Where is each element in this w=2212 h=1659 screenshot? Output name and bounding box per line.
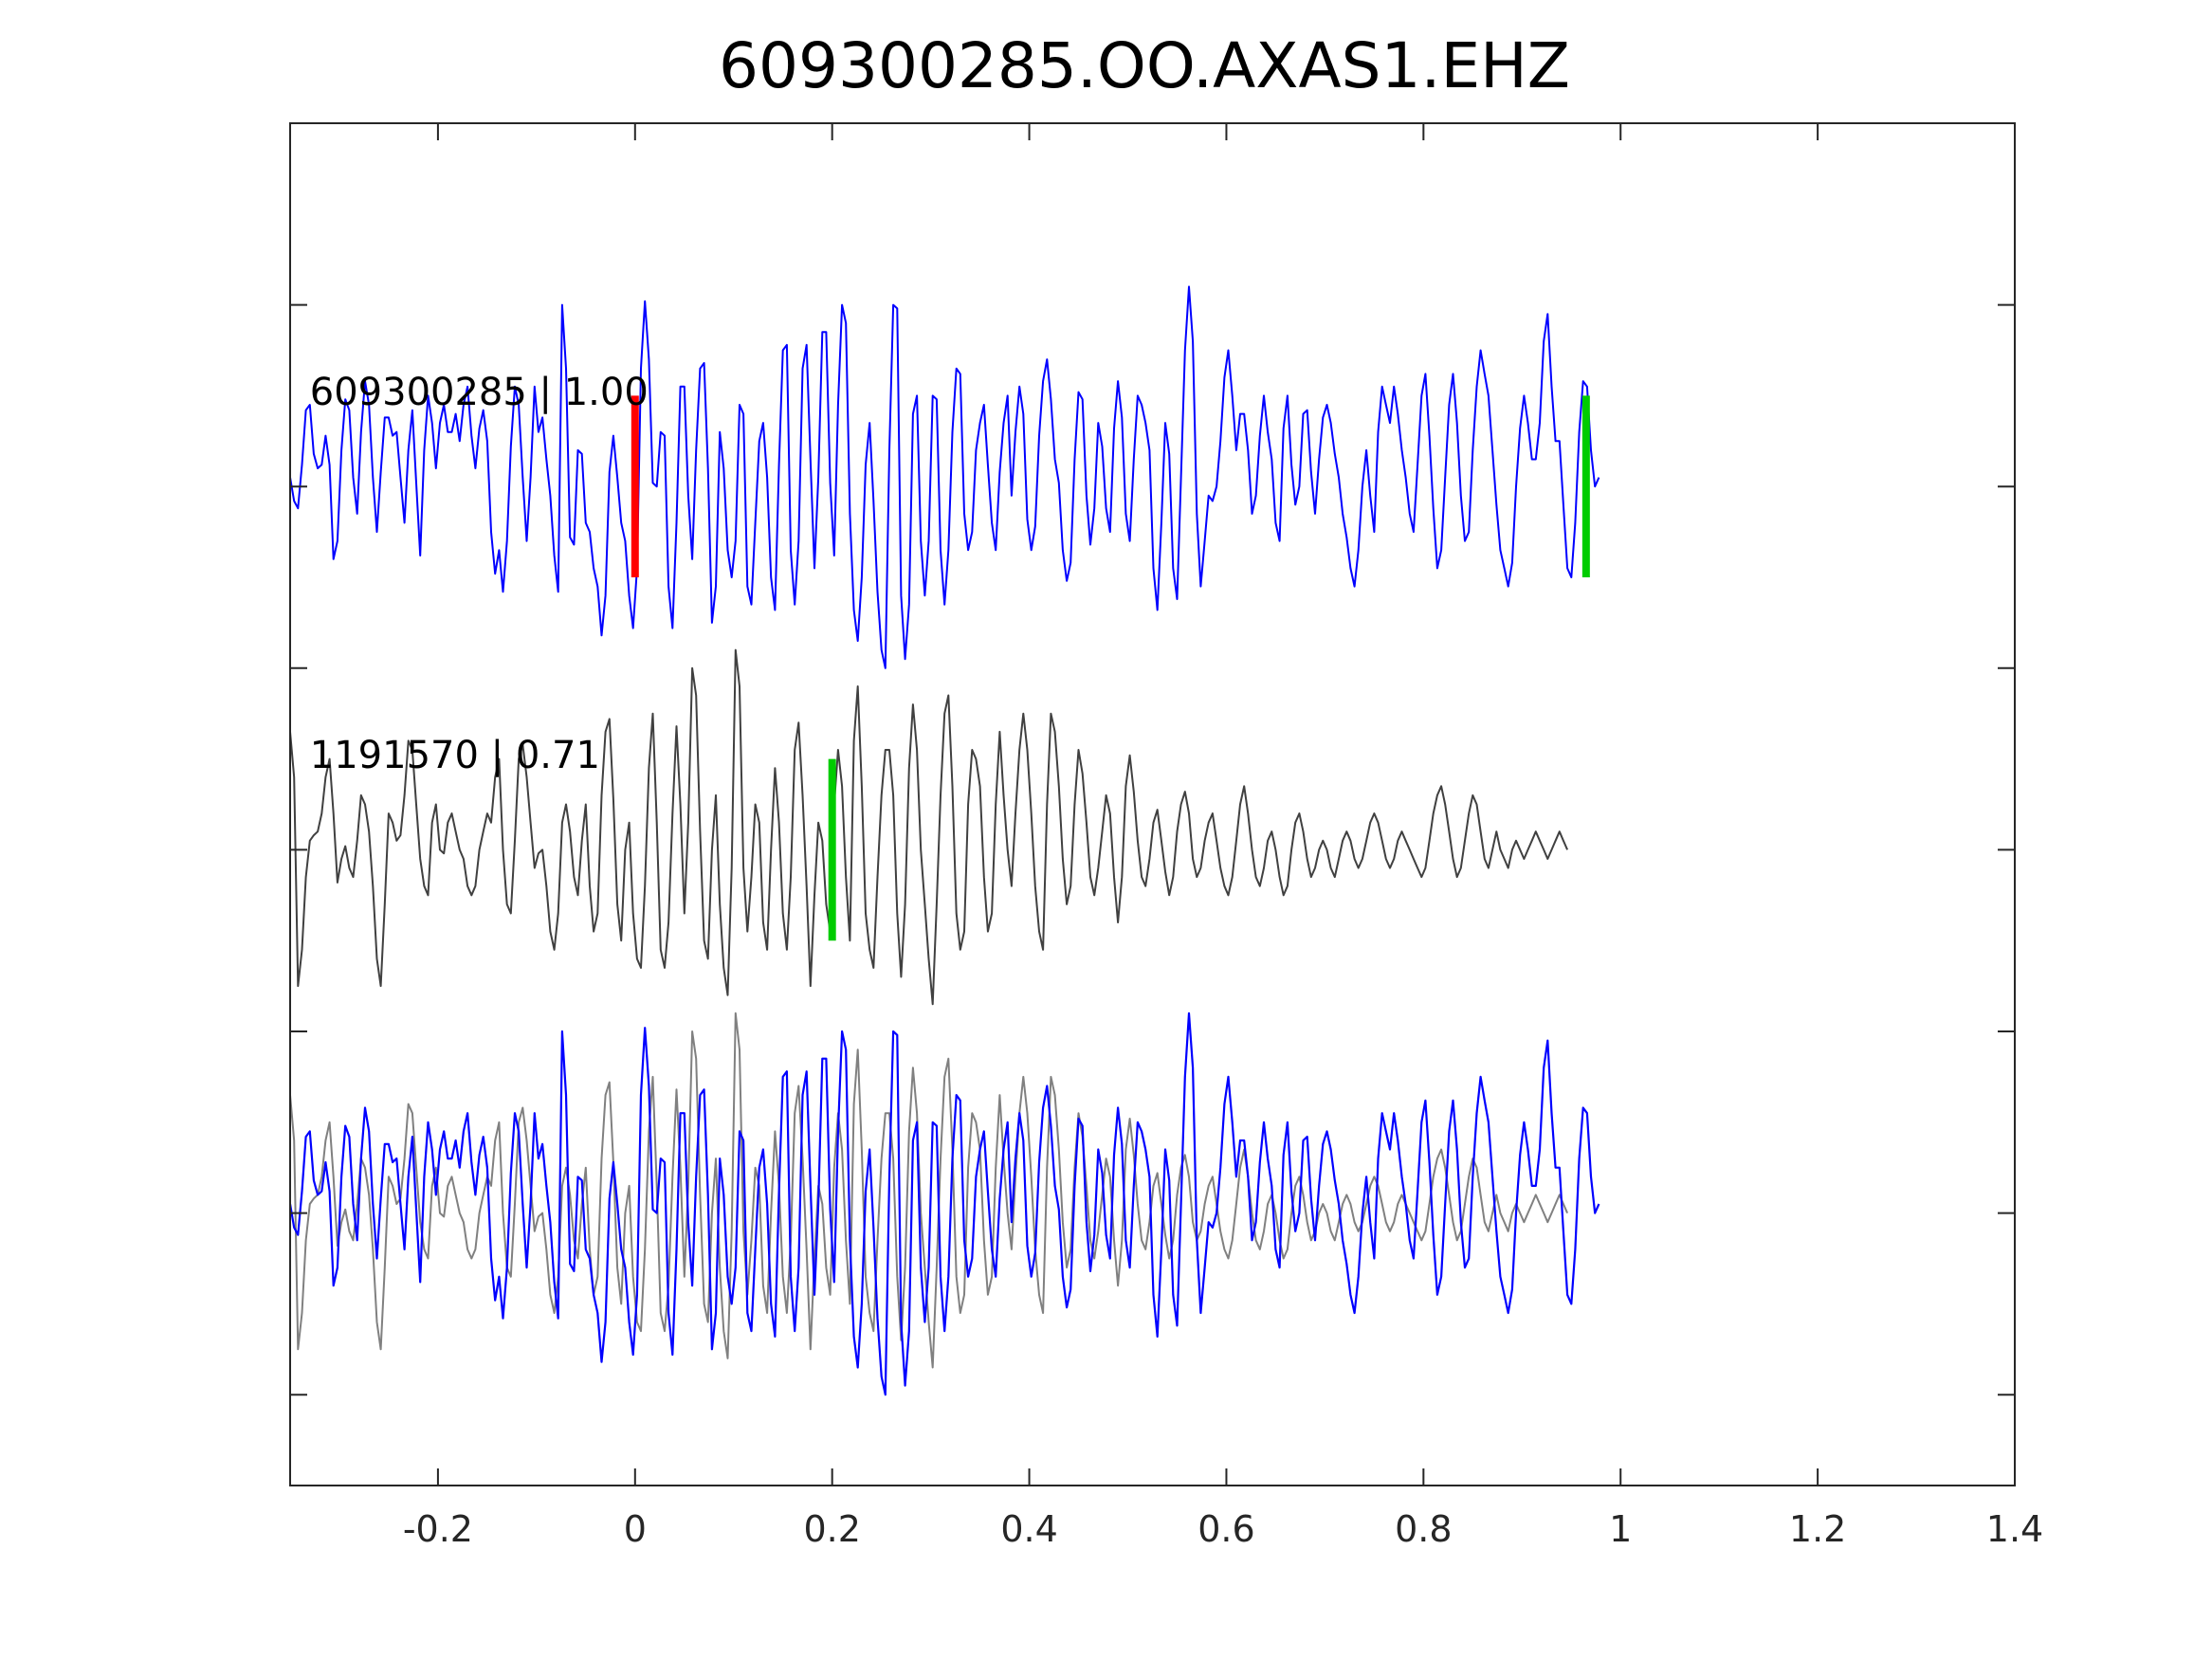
- template-trace-line: [289, 648, 1569, 1006]
- plot-area: 609300285 | 1.00 1191570 | 0.71: [288, 285, 1600, 1396]
- chart-title: 609300285.OO.AXAS1.EHZ: [719, 29, 1570, 102]
- x-tick-label-6: 1: [1609, 1508, 1632, 1550]
- x-tick-label-4: 0.6: [1197, 1508, 1254, 1550]
- x-tick-label-5: 0.8: [1395, 1508, 1452, 1550]
- axes: -0.2 0 0.2 0.4 0.6 0.8 1 1.2 1.4: [289, 122, 2043, 1550]
- x-tick-label-8: 1.4: [1986, 1508, 2043, 1550]
- trace-label-1: 1191570 | 0.71: [310, 734, 600, 777]
- x-tick-label-7: 1.2: [1789, 1508, 1846, 1550]
- x-tick-label-2: 0.2: [803, 1508, 860, 1550]
- master-trace-line: [289, 285, 1600, 669]
- x-tick-label-1: 0: [624, 1508, 647, 1550]
- x-tick-label-3: 0.4: [1000, 1508, 1057, 1550]
- overlay-template-trace-line: [289, 1012, 1569, 1369]
- trace-label-0: 609300285 | 1.00: [310, 371, 649, 414]
- axes-frame: [289, 122, 2016, 1486]
- overlay-master-trace-line: [288, 1012, 1600, 1396]
- x-tick-label-0: -0.2: [403, 1508, 473, 1550]
